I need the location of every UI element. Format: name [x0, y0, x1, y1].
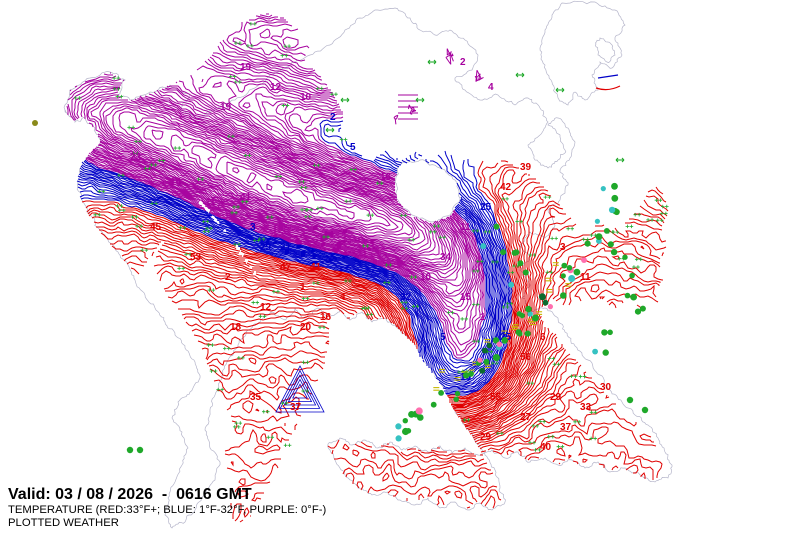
- svg-text:35: 35: [250, 392, 262, 403]
- svg-text:16: 16: [380, 172, 392, 183]
- svg-text:33: 33: [580, 402, 592, 413]
- svg-text:20: 20: [300, 322, 312, 333]
- svg-text:29: 29: [480, 432, 492, 443]
- svg-text:1: 1: [300, 282, 306, 293]
- svg-text:3: 3: [250, 222, 256, 233]
- svg-text:40: 40: [540, 442, 552, 453]
- svg-text:4: 4: [488, 82, 494, 93]
- svg-text:16: 16: [320, 312, 332, 323]
- svg-text:5: 5: [350, 142, 356, 153]
- svg-text:53: 53: [190, 252, 202, 263]
- svg-text:6: 6: [540, 332, 546, 343]
- svg-text:4: 4: [340, 292, 346, 303]
- svg-text:21: 21: [280, 242, 292, 253]
- svg-text:11: 11: [580, 272, 591, 283]
- svg-text:5: 5: [440, 332, 446, 343]
- svg-text:45: 45: [150, 222, 162, 233]
- svg-text:29: 29: [260, 242, 272, 253]
- svg-text:27: 27: [520, 412, 532, 423]
- svg-text:37: 37: [290, 402, 302, 413]
- svg-text:19: 19: [240, 62, 252, 73]
- svg-text:10: 10: [300, 92, 312, 103]
- svg-text:19: 19: [220, 102, 232, 113]
- svg-text:10: 10: [420, 272, 432, 283]
- svg-text:14: 14: [170, 177, 182, 188]
- svg-text:2: 2: [330, 112, 336, 123]
- svg-text:2: 2: [225, 272, 231, 283]
- svg-text:39: 39: [520, 162, 532, 173]
- svg-text:3: 3: [560, 242, 566, 253]
- svg-text:55: 55: [490, 392, 502, 403]
- svg-text:41: 41: [240, 192, 252, 203]
- svg-text:25: 25: [480, 202, 492, 213]
- svg-text:37: 37: [560, 422, 572, 433]
- svg-text:47: 47: [280, 262, 292, 273]
- svg-text:29: 29: [550, 392, 562, 403]
- svg-text:11: 11: [460, 222, 471, 233]
- svg-text:12: 12: [270, 82, 282, 93]
- svg-text:23: 23: [130, 152, 142, 163]
- svg-text:12: 12: [260, 302, 272, 313]
- svg-text:15: 15: [460, 292, 472, 303]
- svg-text:18: 18: [230, 322, 242, 333]
- svg-text:42: 42: [500, 182, 512, 193]
- svg-text:41: 41: [310, 262, 322, 273]
- svg-text:56: 56: [520, 352, 532, 363]
- svg-text:1: 1: [480, 312, 486, 323]
- svg-text:30: 30: [600, 382, 612, 393]
- svg-text:2: 2: [460, 57, 466, 68]
- svg-text:11: 11: [205, 197, 216, 208]
- svg-text:34: 34: [440, 252, 452, 263]
- svg-text:32: 32: [400, 292, 412, 303]
